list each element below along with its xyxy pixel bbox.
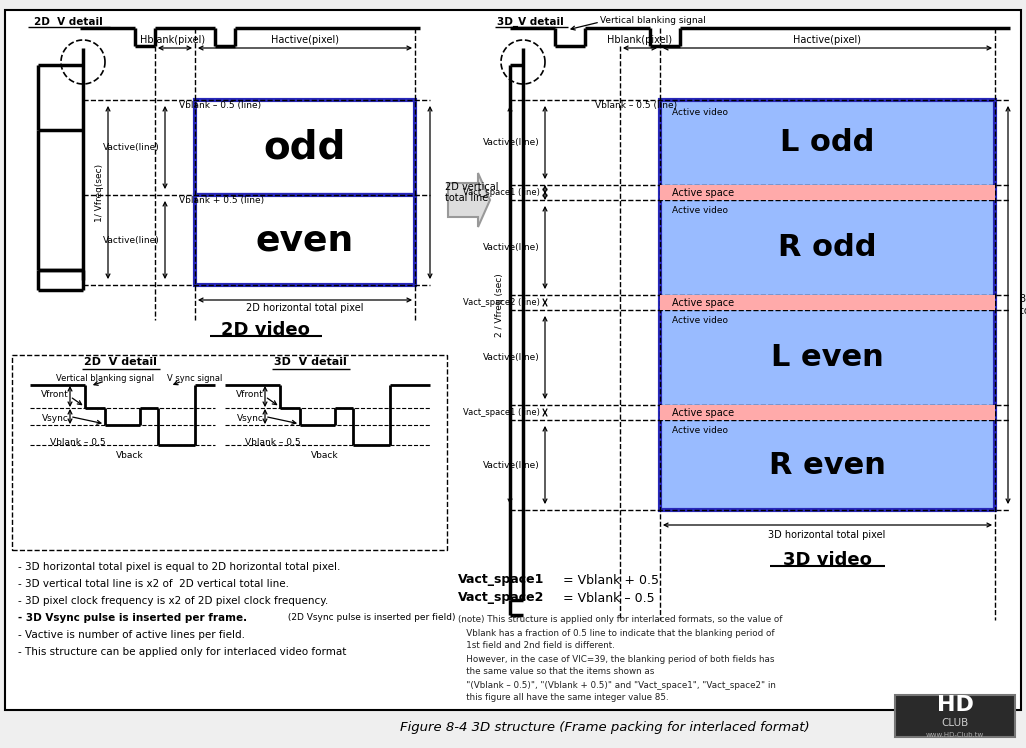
Text: - This structure can be applied only for interlaced video format: - This structure can be applied only for… (18, 647, 347, 657)
Text: Active video: Active video (672, 316, 728, 325)
Text: - 3D vertical total line is x2 of  2D vertical total line.: - 3D vertical total line is x2 of 2D ver… (18, 579, 289, 589)
Text: Vact_space2 (line): Vact_space2 (line) (463, 298, 540, 307)
Bar (660, 405, 995, 420)
Text: Vblank + 0.5 (line): Vblank + 0.5 (line) (179, 195, 264, 204)
Text: 1/ Vfreq(sec): 1/ Vfreq(sec) (94, 163, 104, 221)
Text: Hactive(pixel): Hactive(pixel) (271, 35, 339, 45)
Bar (660, 100, 995, 510)
Text: 3D  V detail: 3D V detail (274, 357, 347, 367)
Text: 2D horizontal total pixel: 2D horizontal total pixel (246, 303, 364, 313)
Text: - 3D Vsync pulse is inserted per frame.: - 3D Vsync pulse is inserted per frame. (18, 613, 247, 623)
Text: Vblank has a fraction of 0.5 line to indicate that the blanking period of: Vblank has a fraction of 0.5 line to ind… (458, 628, 775, 637)
Text: Active space: Active space (672, 298, 735, 307)
Text: Vact_space1 (line): Vact_space1 (line) (463, 408, 540, 417)
Text: 3D vertical
total line: 3D vertical total line (1020, 294, 1026, 316)
Text: Vactive(line): Vactive(line) (104, 236, 160, 245)
Text: Vfront: Vfront (41, 390, 69, 399)
Text: Vactive(line): Vactive(line) (483, 461, 540, 470)
Text: even: even (255, 223, 354, 257)
Text: 2D  V detail: 2D V detail (34, 17, 103, 27)
Text: Vactive(line): Vactive(line) (483, 138, 540, 147)
Text: Vertical blanking signal: Vertical blanking signal (600, 16, 706, 25)
Text: Active video: Active video (672, 206, 728, 215)
Text: However, in the case of VIC=39, the blanking period of both fields has: However, in the case of VIC=39, the blan… (458, 654, 775, 663)
Text: 3D horizontal total pixel: 3D horizontal total pixel (768, 530, 885, 540)
Polygon shape (448, 173, 490, 227)
Text: Hblank(pixel): Hblank(pixel) (141, 35, 205, 45)
Text: 1st field and 2nd field is different.: 1st field and 2nd field is different. (458, 642, 615, 651)
Text: Vactive(line): Vactive(line) (104, 143, 160, 152)
Text: Active video: Active video (672, 426, 728, 435)
Text: - Vactive is number of active lines per field.: - Vactive is number of active lines per … (18, 630, 245, 640)
Bar (12, 355, 447, 550)
Text: odd: odd (264, 129, 346, 167)
Text: Active space: Active space (672, 408, 735, 417)
Text: R odd: R odd (778, 233, 876, 262)
Bar (660, 185, 995, 200)
Text: - 3D pixel clock frequency is x2 of 2D pixel clock frequency.: - 3D pixel clock frequency is x2 of 2D p… (18, 596, 328, 606)
Text: "(Vblank – 0.5)", "(Vblank + 0.5)" and "Vact_space1", "Vact_space2" in: "(Vblank – 0.5)", "(Vblank + 0.5)" and "… (458, 681, 776, 690)
Bar (895, 695, 1015, 737)
Text: Vact_space1: Vact_space1 (458, 574, 545, 586)
Text: CLUB: CLUB (942, 718, 969, 728)
Text: 2D vertical
total line: 2D vertical total line (445, 182, 499, 203)
Text: Vfront: Vfront (236, 390, 264, 399)
Text: = Vblank + 0.5: = Vblank + 0.5 (563, 574, 659, 586)
Text: 2D video: 2D video (221, 321, 310, 339)
Text: HD: HD (937, 695, 974, 715)
Text: Vertical blanking signal: Vertical blanking signal (56, 373, 154, 382)
Text: 2D  V detail: 2D V detail (83, 357, 156, 367)
Text: R even: R even (768, 450, 885, 479)
Text: Vblank – 0.5: Vblank – 0.5 (50, 438, 106, 447)
Text: L odd: L odd (780, 128, 874, 157)
Text: Vact_space2: Vact_space2 (458, 592, 545, 604)
Text: Vsync: Vsync (42, 414, 69, 423)
Text: (2D Vsync pulse is inserted per field): (2D Vsync pulse is inserted per field) (285, 613, 456, 622)
Text: www.HD-Club.tw: www.HD-Club.tw (925, 732, 984, 738)
Text: Active space: Active space (672, 188, 735, 197)
Text: this figure all have the same integer value 85.: this figure all have the same integer va… (458, 693, 669, 702)
Text: V sync signal: V sync signal (167, 373, 223, 382)
Text: = Vblank – 0.5: = Vblank – 0.5 (563, 592, 655, 604)
Bar (195, 195, 415, 285)
Text: L even: L even (771, 343, 883, 372)
Text: Active video: Active video (672, 108, 728, 117)
Text: the same value so that the items shown as: the same value so that the items shown a… (458, 667, 655, 676)
Text: 3D video: 3D video (783, 551, 871, 569)
Text: Vblank – 0.5 (line): Vblank – 0.5 (line) (595, 100, 677, 109)
Text: 3D_V detail: 3D_V detail (497, 17, 563, 27)
Text: Vactive(line): Vactive(line) (483, 243, 540, 252)
Text: Vact_space1 (line): Vact_space1 (line) (463, 188, 540, 197)
Text: Vblank – 0.5 (line): Vblank – 0.5 (line) (179, 100, 262, 109)
Text: Vblank – 0.5: Vblank – 0.5 (245, 438, 301, 447)
Text: Vsync: Vsync (237, 414, 264, 423)
Text: Vback: Vback (311, 450, 339, 459)
Text: Hblank(pixel): Hblank(pixel) (607, 35, 673, 45)
Bar (660, 295, 995, 310)
Text: Figure 8-4 3D structure (Frame packing for interlaced format): Figure 8-4 3D structure (Frame packing f… (400, 722, 810, 735)
Bar (195, 100, 415, 195)
Text: - 3D horizontal total pixel is equal to 2D horizontal total pixel.: - 3D horizontal total pixel is equal to … (18, 562, 341, 572)
Text: 2 / Vfreq (sec): 2 / Vfreq (sec) (496, 273, 505, 337)
Text: Hactive(pixel): Hactive(pixel) (793, 35, 861, 45)
Text: (note) This structure is applied only for interlaced formats, so the value of: (note) This structure is applied only fo… (458, 616, 783, 625)
Text: Vactive(line): Vactive(line) (483, 353, 540, 362)
Text: Vback: Vback (116, 450, 144, 459)
